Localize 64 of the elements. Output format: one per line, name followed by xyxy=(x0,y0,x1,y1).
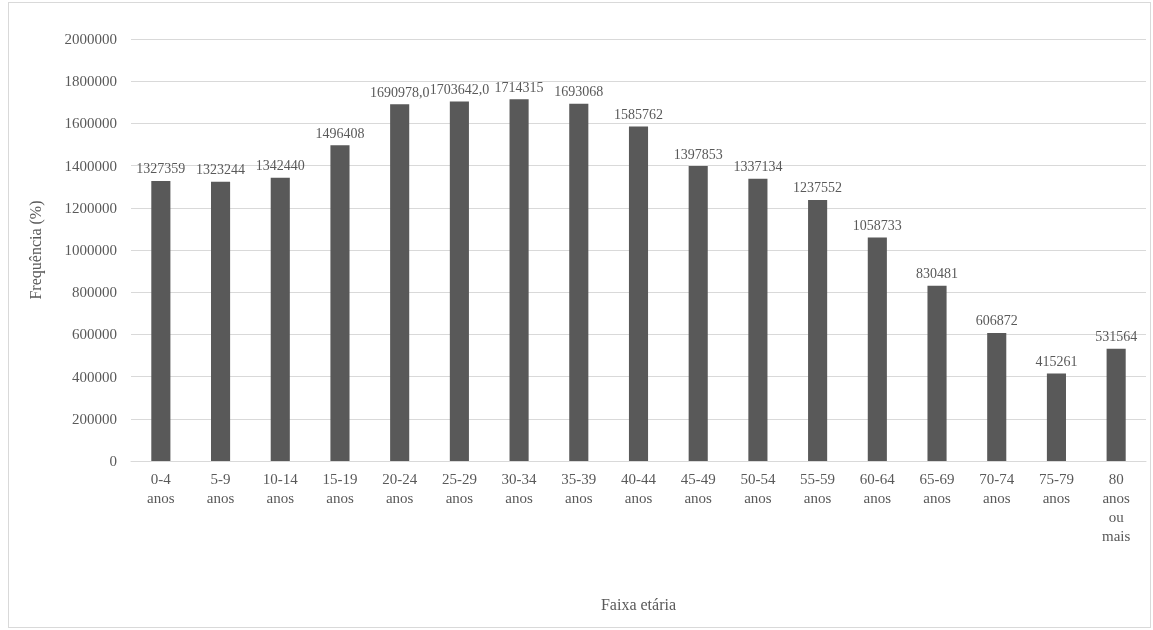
y-tick-label: 0 xyxy=(109,453,117,469)
bar xyxy=(808,199,828,461)
x-tick-label: 25-29 anos xyxy=(441,470,477,506)
bar xyxy=(509,99,529,461)
data-label: 1703642,0 xyxy=(429,82,490,98)
x-tick-label: 70-74 anos xyxy=(979,470,1015,506)
x-tick-label: 60-64 anos xyxy=(859,470,896,506)
x-tick-label: 0-4 anos xyxy=(147,470,175,506)
data-label: 415261 xyxy=(1035,353,1078,369)
bar xyxy=(867,237,887,461)
data-label: 1237552 xyxy=(793,180,843,196)
y-tick-label: 1800000 xyxy=(64,73,117,90)
y-tick-label: 1200000 xyxy=(64,199,117,216)
y-tick-label: 1000000 xyxy=(64,242,117,258)
x-axis-title: Faixa etária xyxy=(600,595,677,613)
data-label: 1323244 xyxy=(196,162,246,178)
bar xyxy=(151,180,171,461)
bar xyxy=(330,145,350,461)
data-label: 606872 xyxy=(975,313,1018,329)
y-tick-label: 200000 xyxy=(72,410,117,427)
bar xyxy=(449,101,469,461)
y-tick-label: 1400000 xyxy=(64,157,117,174)
x-tick-label: 35-39 anos xyxy=(561,470,597,506)
y-tick-label: 800000 xyxy=(72,284,117,301)
x-tick-label: 45-49 anos xyxy=(680,470,716,506)
x-tick-label: 10-14 anos xyxy=(262,470,299,506)
bar xyxy=(688,166,708,461)
y-tick-label: 600000 xyxy=(72,326,117,343)
bar xyxy=(390,104,410,461)
data-label: 1058733 xyxy=(852,218,902,234)
y-tick-label: 1600000 xyxy=(64,115,117,132)
bar xyxy=(987,332,1007,461)
y-tick-label: 2000000 xyxy=(64,31,117,47)
data-label: 1327359 xyxy=(136,161,186,177)
data-label: 1397853 xyxy=(673,146,723,162)
x-tick-label: 20-24 anos xyxy=(382,470,418,506)
bar xyxy=(569,103,589,461)
x-tick-label: 5-9 anos xyxy=(206,470,235,506)
data-label: 830481 xyxy=(916,266,959,282)
bar xyxy=(1106,348,1126,461)
x-tick-label: 65-69 anos xyxy=(919,470,955,506)
x-tick-label: 15-19 anos xyxy=(322,470,358,506)
data-label: 1714315 xyxy=(494,79,544,95)
bar xyxy=(748,178,768,461)
data-label: 1690978,0 xyxy=(369,84,430,100)
bar xyxy=(628,126,649,461)
bar xyxy=(1046,373,1066,461)
x-tick-label: 75-79 anos xyxy=(1038,470,1074,506)
data-label: 1585762 xyxy=(614,106,663,122)
x-tick-label: 80 anos ou mais xyxy=(1101,470,1131,544)
bar xyxy=(927,285,947,461)
x-tick-label: 40-44 anos xyxy=(621,470,657,506)
data-label: 1693068 xyxy=(554,84,604,100)
x-tick-label: 50-54 anos xyxy=(740,470,776,506)
data-label: 1337134 xyxy=(733,159,783,175)
data-label: 1496408 xyxy=(315,125,365,141)
bar xyxy=(270,177,290,461)
data-label: 1342440 xyxy=(255,158,305,174)
data-label: 531564 xyxy=(1095,329,1138,345)
bar xyxy=(211,181,231,461)
y-tick-label: 400000 xyxy=(72,368,117,385)
x-tick-label: 55-59 anos xyxy=(800,470,836,506)
y-axis-title: Frequência (%) xyxy=(26,200,45,300)
x-tick-label: 30-34 anos xyxy=(501,470,538,506)
